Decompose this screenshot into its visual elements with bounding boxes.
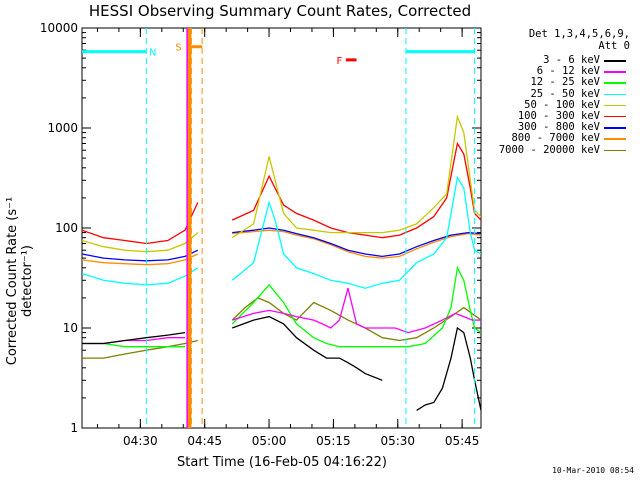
legend-item-label: 300 - 800 keV (517, 121, 600, 134)
legend-swatch (604, 127, 626, 129)
legend-swatch (604, 104, 626, 107)
series-line-3-6-kev (231, 315, 383, 381)
legend-item-label: 25 - 50 keV (530, 87, 600, 100)
series-line-7000-20000-kev (231, 297, 481, 342)
series-line-25-50-kev (231, 175, 481, 289)
chart-title: HESSI Observing Summary Count Rates, Cor… (88, 2, 472, 20)
series-line-3-6-kev (82, 331, 186, 345)
legend-item-label: 50 - 100 keV (524, 98, 600, 111)
legend-item-label: 12 - 25 keV (530, 76, 600, 89)
legend-swatch (604, 82, 626, 84)
series-line-25-50-kev (82, 267, 199, 286)
legend-header-line-1: Det 1,3,4,5,6,9, (528, 28, 630, 40)
legend-item-label: 800 - 7000 keV (511, 132, 600, 145)
data-gap-band (187, 28, 192, 428)
x-tick-label: 04:45 (187, 434, 222, 448)
x-tick-label: 05:45 (445, 434, 480, 448)
x-tick-label: 04:30 (123, 434, 158, 448)
y-tick-label: 100 (55, 221, 78, 235)
legend: 3 - 6 keV 6 - 12 keV 12 - 25 keV 25 - 50 ke… (480, 54, 630, 156)
legend-item: 3 - 6 keV (480, 54, 630, 66)
series-line-3-6-kev (416, 326, 481, 411)
legend-item: 25 - 50 keV (480, 87, 630, 100)
legend-item-label: 100 - 300 keV (517, 109, 600, 122)
x-tick-label: 05:15 (316, 434, 351, 448)
flag-label-s: S (175, 43, 181, 54)
legend-header: Det 1,3,4,5,6,9, Att 0 (500, 28, 630, 52)
legend-header-line-2: Att 0 (598, 40, 630, 52)
y-tick-label: 1000 (47, 121, 78, 135)
y-tick-label: 10000 (40, 21, 78, 35)
series-line-800-7000-kev (232, 229, 481, 259)
series-line-800-7000-kev (82, 253, 199, 266)
legend-item-label: 3 - 6 keV (543, 54, 600, 66)
series-line-100-300-kev (231, 141, 481, 239)
legend-item-label: 7000 - 20000 keV (498, 143, 600, 156)
series-line-6-12-kev (82, 337, 185, 345)
legend-item: 800 - 7000 keV (480, 133, 630, 144)
y-tick-label: 1 (70, 421, 78, 435)
plot-frame (81, 27, 482, 429)
legend-item-label: 6 - 12 keV (536, 65, 600, 78)
x-tick-label: 05:00 (252, 434, 287, 448)
legend-swatch (604, 71, 626, 73)
legend-item: 6 - 12 keV (480, 66, 630, 77)
flag-label-f: F (337, 56, 343, 67)
x-axis-label: Start Time (16-Feb-05 04:16:22) (177, 455, 387, 470)
legend-item: 100 - 300 keV (480, 109, 630, 122)
legend-swatch (604, 115, 626, 118)
timestamp: 10-Mar-2010 08:54 (552, 466, 634, 475)
legend-item: 300 - 800 keV (480, 122, 630, 133)
series-line-12-25-kev (231, 265, 481, 348)
series-line-100-300-kev (82, 202, 199, 245)
series-line-50-100-kev (231, 114, 481, 239)
legend-item: 12 - 25 keV (480, 77, 630, 88)
legend-item: 7000 - 20000 keV (480, 143, 630, 156)
y-tick-label: 10 (63, 321, 78, 335)
series-line-6-12-kev (232, 288, 481, 334)
x-tick-label: 05:30 (380, 434, 415, 448)
flag-label-n: N (149, 48, 156, 59)
legend-swatch (604, 60, 626, 62)
legend-swatch (604, 138, 626, 140)
legend-swatch (604, 149, 626, 151)
series-line-300-800-kev (232, 227, 481, 258)
legend-swatch (604, 93, 626, 96)
legend-item: 50 - 100 keV (480, 98, 630, 111)
